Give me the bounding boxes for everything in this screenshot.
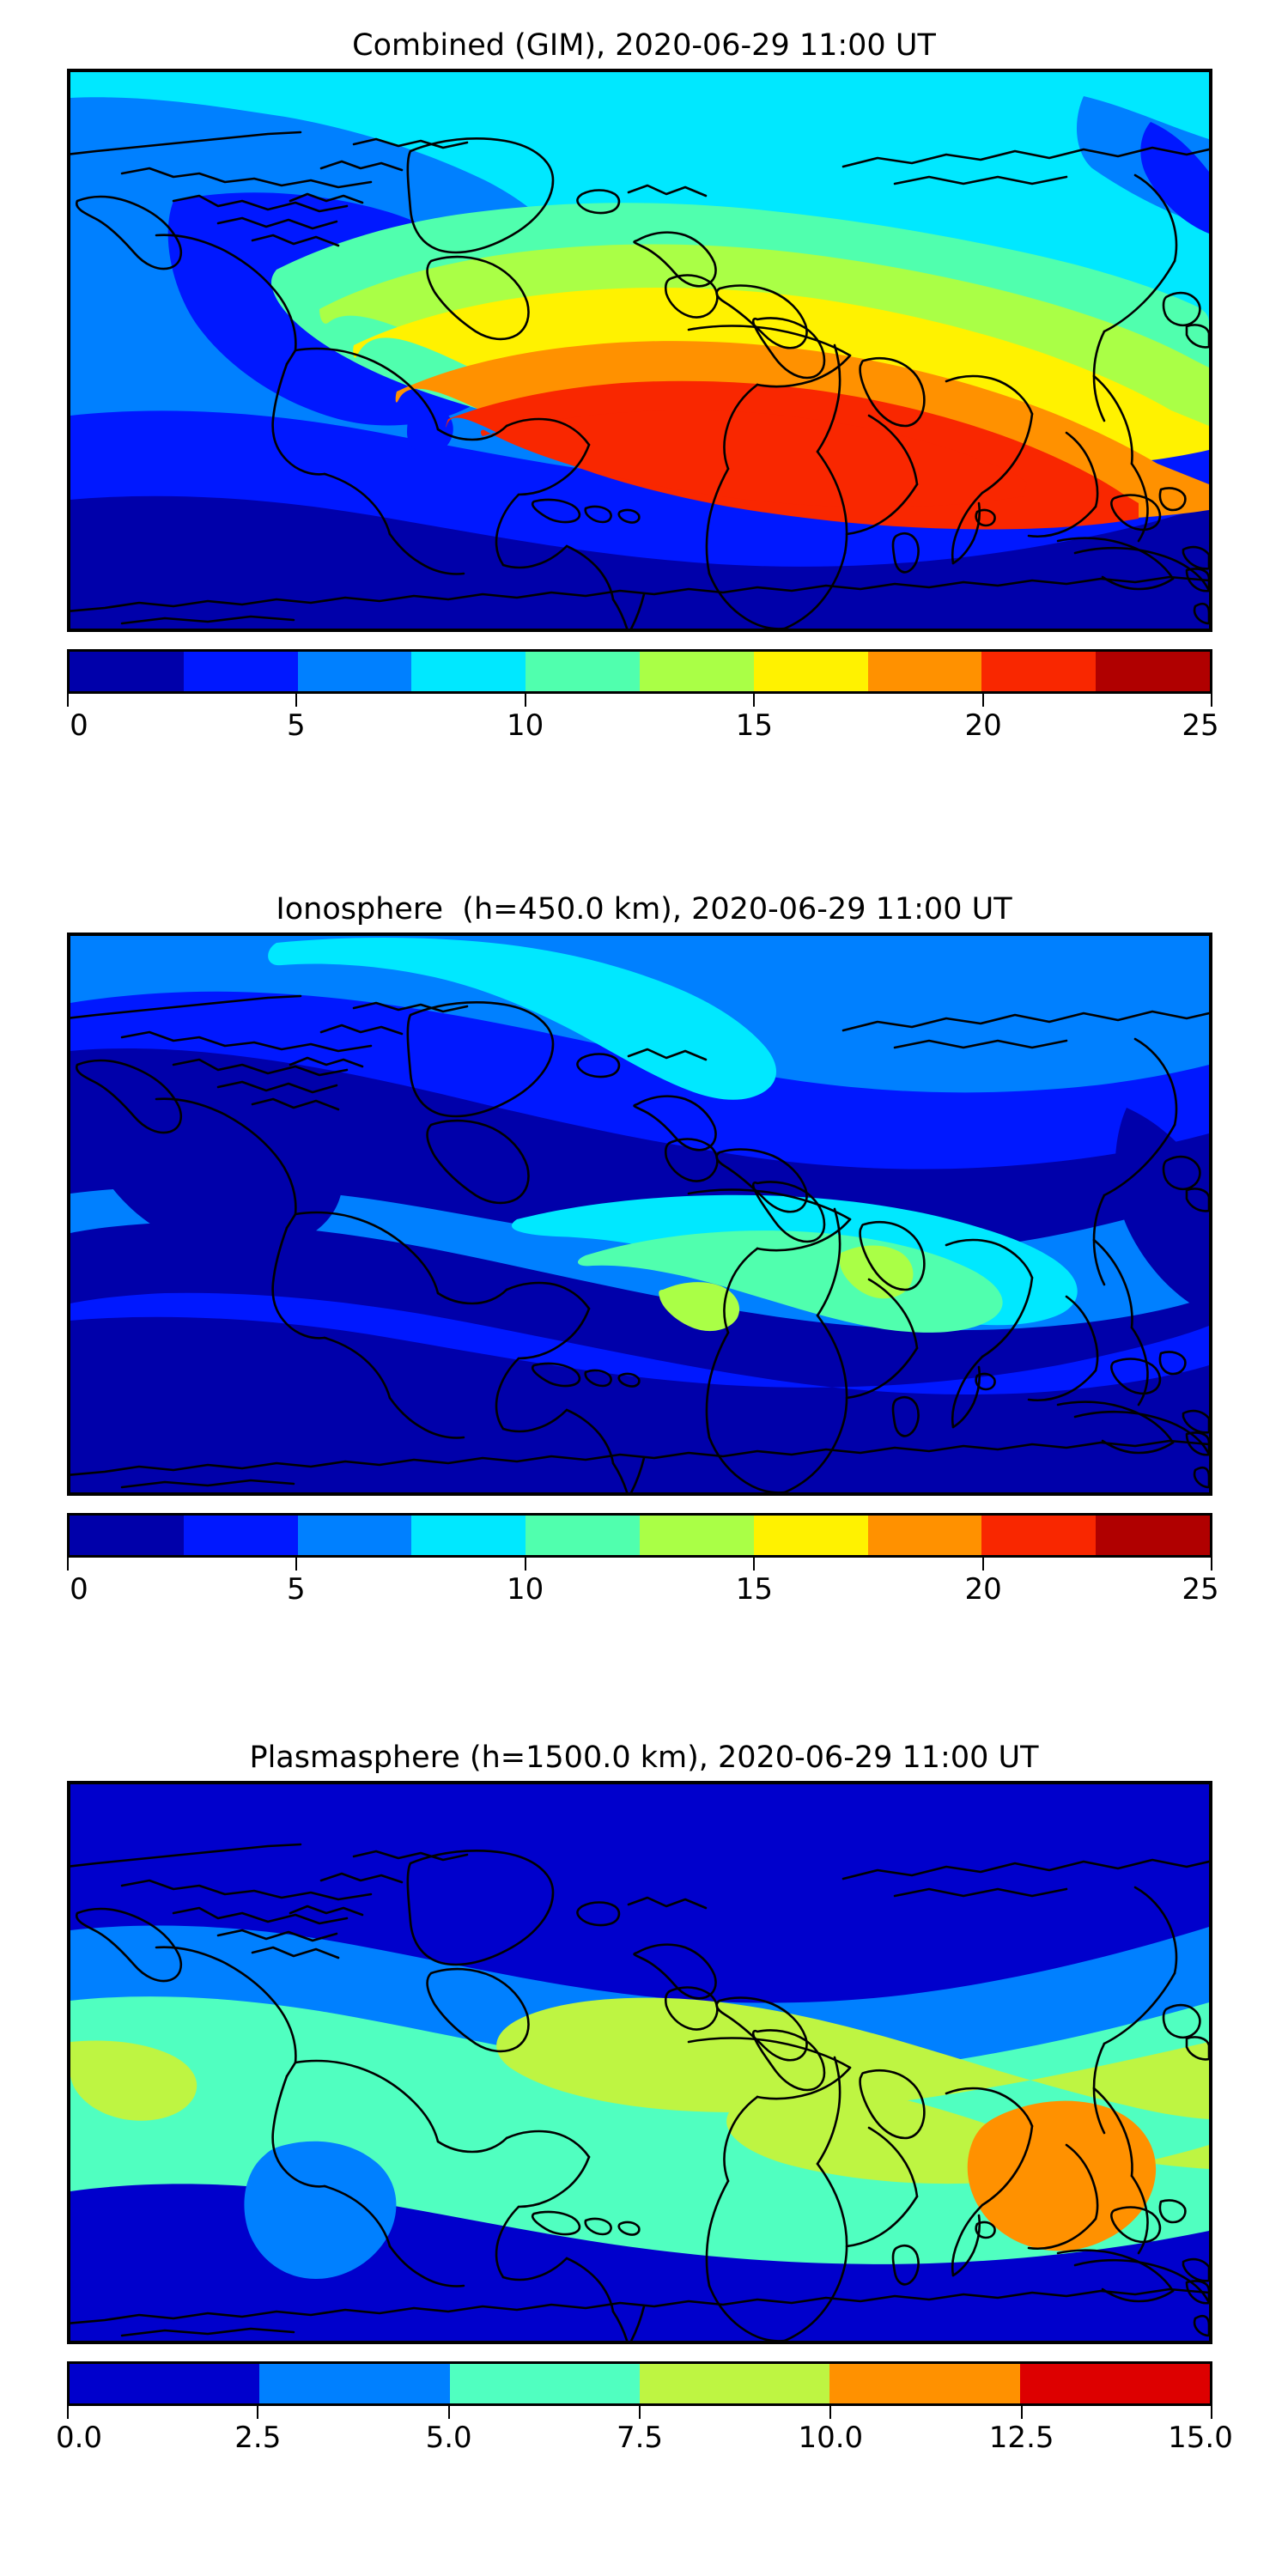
- colorbar-band: [183, 652, 298, 691]
- colorbar-band: [411, 1516, 526, 1555]
- panel-ionosphere: Ionosphere (h=450.0 km), 2020-06-29 11:0…: [0, 892, 1288, 1607]
- colorbar-tick-label: 25: [1182, 708, 1219, 743]
- colorbar-band: [1019, 2364, 1210, 2403]
- colorbar-tick-label: 0.0: [55, 2421, 103, 2455]
- map-ionosphere: [67, 933, 1212, 1496]
- colorbar-ticks-3: 0.0 2.5 5.0 7.5 10.0 12.5 15.0: [56, 2406, 1233, 2456]
- colorbar-tick: [295, 694, 297, 707]
- colorbar-tick: [639, 2406, 641, 2419]
- colorbar-band: [411, 652, 526, 691]
- colorbar-tick-label: 12.5: [988, 2421, 1054, 2455]
- colorbar-tick-label: 5.0: [425, 2421, 472, 2455]
- colorbar-tick: [829, 2406, 832, 2419]
- colorbar-band: [70, 1516, 184, 1555]
- colorbar-band: [183, 1516, 298, 1555]
- colorbar-tick-label: 10.0: [798, 2421, 864, 2455]
- colorbar-tick-label: 10: [506, 1572, 544, 1607]
- colorbar-tick-label: 15: [735, 1572, 774, 1607]
- colorbar-tick: [1211, 694, 1212, 707]
- colorbar-band: [259, 2364, 450, 2403]
- panel-title-ionosphere: Ionosphere (h=450.0 km), 2020-06-29 11:0…: [276, 892, 1012, 927]
- map-svg-plasmasphere: [70, 1784, 1209, 2341]
- colorbar-tick-label: 10: [506, 708, 544, 743]
- coastlines-layer-1: [70, 131, 1209, 629]
- coastlines-layer-2: [70, 994, 1209, 1492]
- colorbar-ionosphere: 0 5 10 15 20 25: [67, 1513, 1219, 1607]
- panel-title-plasmasphere: Plasmasphere (h=1500.0 km), 2020-06-29 1…: [249, 1741, 1039, 1775]
- colorbar-band: [526, 1516, 640, 1555]
- colorbar-band: [526, 652, 640, 691]
- colorbar-combined-gim: 0 5 10 15 20 25: [67, 649, 1219, 744]
- colorbar-tick-label: 15.0: [1168, 2421, 1233, 2455]
- colorbar-band: [297, 652, 412, 691]
- colorbar-tick: [1211, 2406, 1212, 2419]
- colorbar-tick-label: 7.5: [616, 2421, 664, 2455]
- colorbar-band: [753, 652, 868, 691]
- colorbar-band: [867, 652, 982, 691]
- colorbar-gradient-2: [67, 1513, 1212, 1558]
- colorbar-tick: [753, 1558, 756, 1571]
- colorbar-tick: [524, 1558, 526, 1571]
- map-combined-gim: [67, 69, 1212, 632]
- colorbar-tick: [982, 694, 985, 707]
- colorbar-tick-label: 5: [286, 708, 306, 743]
- colorbar-tick-label: 25: [1182, 1572, 1219, 1607]
- colorbar-tick: [524, 694, 526, 707]
- map-plasmasphere: [67, 1781, 1212, 2344]
- colorbar-band: [449, 2364, 640, 2403]
- colorbar-gradient-3: [67, 2361, 1212, 2406]
- colorbar-band: [70, 2364, 260, 2403]
- colorbar-tick: [295, 1558, 297, 1571]
- colorbar-tick: [753, 694, 756, 707]
- colorbar-tick-label: 2.5: [234, 2421, 282, 2455]
- colorbar-band: [981, 652, 1097, 691]
- colorbar-tick: [1211, 1558, 1212, 1571]
- colorbar-band: [639, 2364, 830, 2403]
- colorbar-tick: [67, 694, 69, 707]
- colorbar-band: [867, 1516, 982, 1555]
- map-svg-combined-gim: [70, 72, 1209, 629]
- colorbar-band: [1096, 1516, 1210, 1555]
- colorbar-tick: [982, 1558, 985, 1571]
- colorbar-band: [70, 652, 184, 691]
- colorbar-tick-label: 0: [70, 1572, 88, 1607]
- colorbar-tick: [1020, 2406, 1023, 2419]
- panel-title-combined-gim: Combined (GIM), 2020-06-29 11:00 UT: [352, 28, 936, 63]
- colorbar-tick-label: 0: [70, 708, 88, 743]
- colorbar-tick-label: 20: [964, 708, 1002, 743]
- colorbar-band: [829, 2364, 1020, 2403]
- colorbar-gradient-1: [67, 649, 1212, 694]
- colorbar-tick-label: 20: [964, 1572, 1002, 1607]
- colorbar-band: [981, 1516, 1097, 1555]
- colorbar-band: [639, 652, 754, 691]
- coastlines-layer-3: [70, 1843, 1209, 2341]
- colorbar-tick: [447, 2406, 450, 2419]
- colorbar-ticks-2: 0 5 10 15 20 25: [67, 1558, 1219, 1607]
- colorbar-band: [297, 1516, 412, 1555]
- colorbar-tick-label: 5: [286, 1572, 306, 1607]
- panel-combined-gim: Combined (GIM), 2020-06-29 11:00 UT: [0, 28, 1288, 743]
- colorbar-band: [1096, 652, 1210, 691]
- map-svg-ionosphere: [70, 936, 1209, 1492]
- colorbar-tick: [67, 2406, 69, 2419]
- colorbar-band: [639, 1516, 754, 1555]
- colorbar-tick: [257, 2406, 259, 2419]
- colorbar-tick: [67, 1558, 69, 1571]
- panel-plasmasphere: Plasmasphere (h=1500.0 km), 2020-06-29 1…: [0, 1741, 1288, 2456]
- colorbar-ticks-1: 0 5 10 15 20 25: [67, 694, 1219, 744]
- colorbar-tick-label: 15: [735, 708, 774, 743]
- colorbar-band: [753, 1516, 868, 1555]
- colorbar-plasmasphere: 0.0 2.5 5.0 7.5 10.0 12.5 15.0: [56, 2361, 1233, 2456]
